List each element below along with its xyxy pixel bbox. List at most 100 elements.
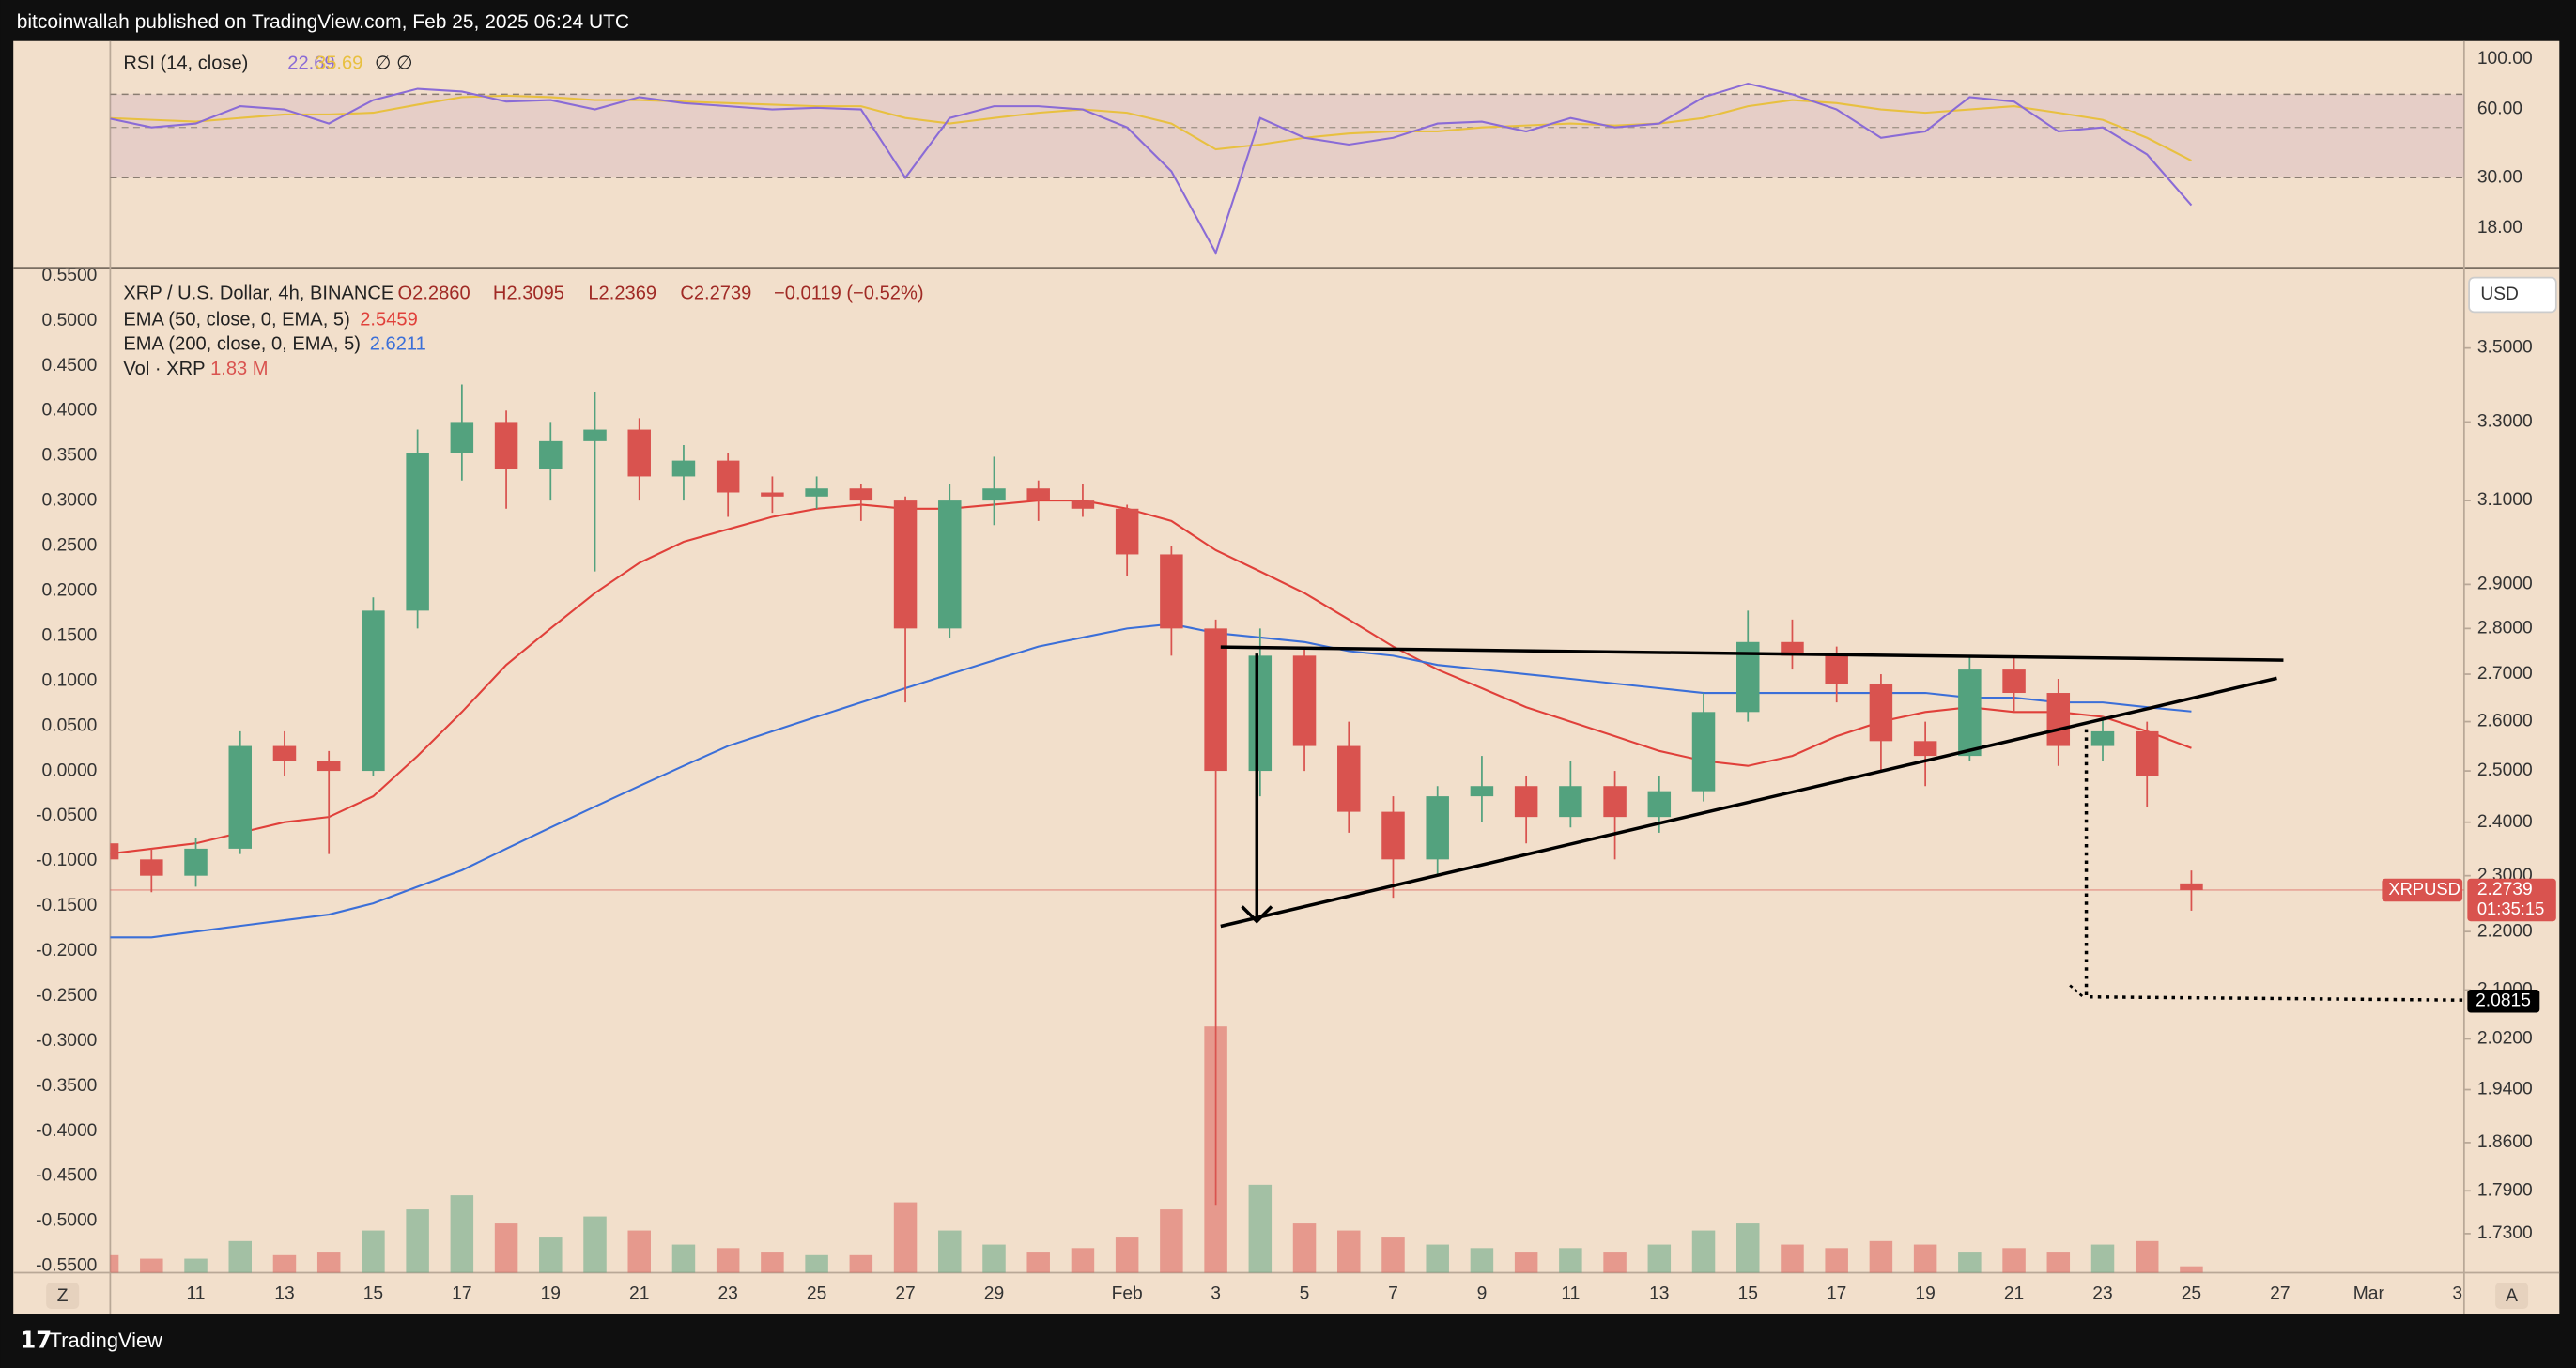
- left-tick-label: 0.4500: [42, 356, 98, 376]
- volume-bar: [1603, 1252, 1627, 1273]
- volume-bar: [1825, 1248, 1848, 1273]
- y-tick-label: 1.7900: [2477, 1180, 2533, 1200]
- candle-body: [805, 488, 828, 497]
- x-tick-label: 17: [452, 1283, 471, 1303]
- left-tick-label: -0.3500: [36, 1076, 97, 1096]
- volume-bar: [1381, 1237, 1405, 1273]
- support-line: [1220, 676, 2277, 929]
- y-tick-label: 2.0200: [2477, 1029, 2533, 1049]
- x-tick-label: 11: [1561, 1283, 1580, 1303]
- volume-bar: [2180, 1266, 2203, 1273]
- left-tick-label: 0.1000: [42, 670, 98, 690]
- volume-bar: [1691, 1230, 1716, 1273]
- y-tick-label: 1.9400: [2477, 1080, 2533, 1099]
- candle-body: [761, 492, 784, 497]
- ohlc-open: O2.2860: [397, 283, 470, 303]
- projection-tip: [2069, 984, 2084, 998]
- left-tick-label: -0.1500: [36, 896, 97, 915]
- volume-bar: [1958, 1252, 1982, 1273]
- rsi-tick-label: 30.00: [2477, 167, 2522, 187]
- volume-bar: [716, 1248, 740, 1273]
- candle-body: [494, 422, 518, 469]
- candle-body: [1647, 791, 1672, 818]
- left-tick-label: -0.4000: [36, 1121, 97, 1141]
- left-tick-label: -0.2500: [36, 986, 97, 1006]
- volume-bar: [1337, 1230, 1361, 1273]
- rsi-tick-label: 60.00: [2477, 100, 2522, 119]
- candle-body: [2090, 730, 2115, 746]
- candle-body: [1248, 655, 1273, 772]
- candle-body: [140, 859, 163, 876]
- volume-bar: [2046, 1252, 2071, 1273]
- y-tick-label: 3.5000: [2477, 338, 2533, 358]
- auto-button-label[interactable]: A: [2506, 1286, 2518, 1306]
- volume-bar: [2002, 1248, 2026, 1273]
- candle-body: [228, 745, 252, 849]
- candle-body: [316, 761, 341, 772]
- left-tick-label: -0.5000: [36, 1211, 97, 1231]
- ema50-name: EMA (50, close, 0, EMA, 5): [123, 309, 349, 330]
- x-tick-label: 19: [541, 1283, 561, 1303]
- volume-bar: [1292, 1223, 1317, 1273]
- x-tick-label: Feb: [1112, 1283, 1143, 1303]
- arrow-head: [1241, 905, 1273, 924]
- y-tick-label: 2.9000: [2477, 574, 2533, 593]
- x-tick-label: 17: [1827, 1283, 1846, 1303]
- volume-bar: [893, 1202, 918, 1273]
- left-tick-label: 0.5000: [42, 311, 98, 330]
- x-tick-label: 13: [274, 1283, 294, 1303]
- currency-label: USD: [2480, 284, 2519, 304]
- volume-bar: [849, 1254, 873, 1273]
- ema200-name: EMA (200, close, 0, EMA, 5): [123, 334, 361, 355]
- volume-bar: [228, 1240, 252, 1273]
- countdown-label: 01:35:15: [2477, 899, 2544, 918]
- x-tick-label: 29: [984, 1283, 1004, 1303]
- candle-body: [982, 488, 1006, 501]
- left-tick-label: 0.2500: [42, 536, 98, 556]
- scale-button-label[interactable]: Z: [57, 1286, 69, 1306]
- left-tick-label: -0.1000: [36, 851, 97, 870]
- y-tick-label: 3.3000: [2477, 412, 2533, 432]
- volume-bar: [1559, 1248, 1582, 1273]
- change: −0.0119 (−0.52%): [774, 283, 924, 303]
- volume-bar: [1913, 1244, 1937, 1273]
- y-tick-label: 2.5000: [2477, 761, 2533, 780]
- x-tick-label: 25: [2182, 1283, 2201, 1303]
- x-tick-label: 19: [1915, 1283, 1935, 1303]
- volume-bar: [1470, 1248, 1494, 1273]
- x-tick-label: 23: [2092, 1283, 2112, 1303]
- candle-body: [938, 500, 962, 629]
- y-tick-label: 3.1000: [2477, 490, 2533, 510]
- currency-box: [2468, 276, 2557, 314]
- volume-bar: [184, 1258, 208, 1273]
- ohlc-low: L2.2369: [588, 283, 656, 303]
- left-tick-label: 0.0500: [42, 715, 98, 735]
- candle-body: [1071, 500, 1095, 509]
- candle-body: [110, 843, 119, 860]
- symbol-title: XRP / U.S. Dollar, 4h, BINANCE: [123, 283, 393, 303]
- volume-bar: [671, 1244, 696, 1273]
- volume-bar: [140, 1258, 163, 1273]
- candle-body: [1559, 786, 1582, 818]
- volume-bar: [938, 1230, 962, 1273]
- ema-line: [110, 500, 2192, 855]
- volume-bar: [272, 1254, 297, 1273]
- symbol-label: XRPUSD: [2388, 879, 2460, 899]
- y-tick-label: 2.8000: [2477, 618, 2533, 638]
- volume-bar: [406, 1209, 429, 1273]
- left-tick-label: -0.5500: [36, 1256, 97, 1276]
- candle-body: [1204, 628, 1227, 772]
- resistance-line: [1220, 645, 2284, 662]
- candle-body: [893, 500, 918, 629]
- rsi-icons: ∅ ∅: [375, 54, 413, 74]
- publish-header: bitcoinwallah published on TradingView.c…: [17, 11, 629, 33]
- candle-body: [1381, 811, 1405, 860]
- volume-bar: [1160, 1209, 1183, 1273]
- scale-button[interactable]: [46, 1283, 80, 1310]
- price-pane: [110, 384, 2464, 1273]
- volume-bar: [982, 1244, 1006, 1273]
- candle-body: [1781, 641, 1804, 656]
- volume-bar: [1026, 1252, 1050, 1273]
- auto-button[interactable]: [2495, 1283, 2529, 1310]
- target-box: [2467, 990, 2540, 1013]
